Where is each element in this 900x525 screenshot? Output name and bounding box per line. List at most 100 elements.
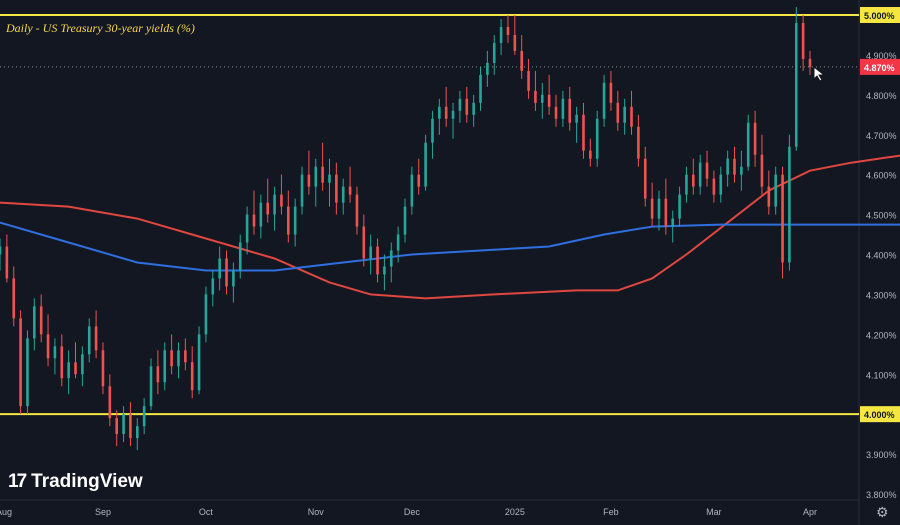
candle-body [204, 294, 208, 335]
candle-body [547, 94, 551, 107]
candle-body [513, 34, 517, 51]
candle-body [520, 50, 523, 71]
candle-body [499, 26, 503, 43]
candle-body [582, 114, 585, 151]
candle-body [39, 306, 43, 335]
candle-body [238, 242, 242, 271]
candle-body [355, 194, 359, 227]
y-tick-label: 4.500% [866, 211, 897, 221]
candle-body [156, 366, 160, 383]
candle-body [280, 194, 283, 207]
candle-body [788, 146, 791, 263]
candle-body [252, 214, 256, 227]
candle-body [115, 418, 118, 435]
candle-body [616, 102, 620, 123]
y-tick-label: 4.300% [866, 290, 897, 300]
candle-body [534, 90, 537, 103]
candle-body [808, 58, 812, 67]
candle-body [135, 426, 139, 439]
candle-body [746, 122, 750, 167]
settings-gear-icon[interactable]: ⚙ [876, 504, 889, 520]
x-tick-label: 2025 [505, 507, 525, 517]
candle-body [184, 350, 187, 363]
x-tick-label: Dec [404, 507, 421, 517]
last-price-label: 4.870% [864, 63, 895, 73]
candle-body [53, 346, 57, 359]
y-tick-label: 4.900% [866, 51, 897, 61]
candle-body [589, 150, 592, 159]
candle-body [692, 174, 695, 187]
candle-body [396, 234, 400, 251]
candle-body [664, 198, 668, 227]
level-price-label: 5.000% [864, 11, 895, 21]
tradingview-icon: 17 [8, 471, 27, 492]
candle-body [26, 338, 29, 407]
tradingview-logo: 17 TradingView [8, 471, 143, 493]
candle-body [383, 266, 386, 275]
x-tick-label: Nov [308, 507, 325, 517]
candle-body [129, 414, 132, 439]
y-tick-label: 3.900% [866, 450, 897, 460]
candle-body [321, 166, 324, 183]
moving-average-line [0, 154, 900, 300]
chart-title: Daily - US Treasury 30-year yields (%) [6, 21, 195, 35]
candle-body [410, 174, 414, 207]
candle-body [753, 122, 757, 155]
candle-body [245, 214, 249, 243]
candle-body [46, 334, 50, 359]
candle-body [650, 198, 654, 219]
x-tick-label: Apr [803, 507, 817, 517]
candle-body [602, 82, 606, 119]
candle-body [712, 178, 716, 195]
candle-body [376, 246, 379, 275]
mouse-cursor-icon [813, 66, 826, 82]
candle-body [698, 162, 702, 187]
candle-body [12, 278, 16, 319]
candle-body [348, 186, 352, 195]
candle-body [81, 354, 84, 375]
y-tick-label: 4.700% [866, 131, 897, 141]
candle-body [630, 106, 633, 127]
candle-body [19, 318, 22, 407]
candle-body [225, 258, 228, 287]
candle-body [424, 142, 427, 187]
candle-body [403, 206, 407, 235]
candle-body [328, 174, 331, 183]
candle-body [554, 106, 558, 119]
x-tick-label: Sep [95, 507, 111, 517]
candle-body [767, 186, 771, 207]
x-tick-label: Aug [0, 507, 12, 517]
candle-body [293, 206, 297, 235]
candle-body [60, 346, 64, 379]
candle-body [389, 250, 393, 267]
y-tick-label: 4.400% [866, 251, 897, 261]
tradingview-wordmark: TradingView [31, 471, 143, 492]
candle-body [197, 334, 201, 391]
candle-body [685, 174, 688, 195]
candle-body [575, 114, 578, 123]
candle-body [774, 174, 777, 207]
candle-body [527, 70, 530, 91]
level-price-badge [860, 7, 900, 23]
candle-body [458, 98, 462, 111]
y-tick-label: 4.600% [866, 171, 897, 181]
candle-body [273, 194, 276, 215]
candle-body [444, 106, 448, 119]
moving-average-line [0, 221, 900, 272]
candle-body [465, 98, 469, 115]
candle-body [719, 174, 723, 195]
candle-body [486, 62, 489, 75]
candle-body [643, 158, 647, 199]
candle-body [163, 350, 167, 383]
candle-body [362, 226, 366, 259]
candle-body [431, 118, 434, 143]
candle-body [678, 194, 681, 219]
candle-body [74, 362, 77, 375]
candle-body [506, 26, 510, 35]
candle-body [794, 22, 798, 147]
candle-body [726, 158, 729, 175]
candle-body [369, 246, 372, 259]
candle-body [190, 362, 194, 391]
